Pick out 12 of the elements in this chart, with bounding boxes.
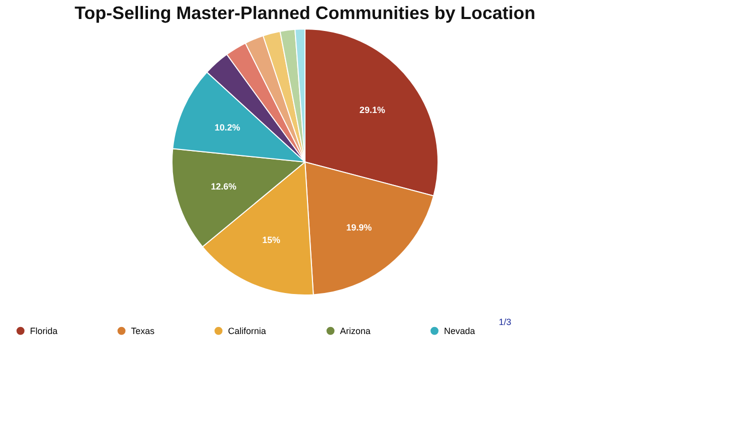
legend-label: Arizona [340,326,371,336]
data-label: 10.2% [214,122,240,132]
legend-label: Florida [30,326,58,336]
data-label: 12.6% [210,182,236,192]
data-label: 29.1% [360,105,386,116]
legend-label: Nevada [444,326,476,336]
text: 1/3 [498,317,512,327]
legend-label: Texas [131,326,156,336]
chart-title: Top-Selling Master-Planned Communities by Location [74,3,536,23]
data-label: 15% [262,235,280,246]
data-label: 19.9% [346,222,372,233]
legend-label: California [228,326,266,336]
